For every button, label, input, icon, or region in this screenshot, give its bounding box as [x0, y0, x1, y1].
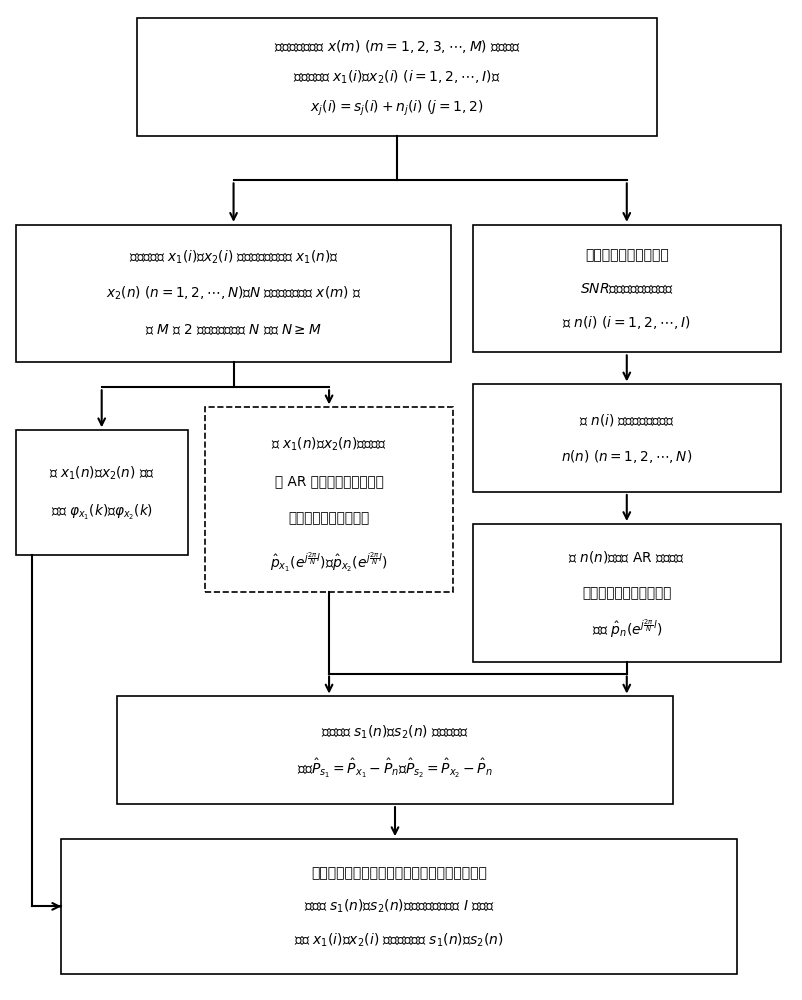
Text: 得到 $x_1(i)$、$x_2(i)$ 去噪后的信号 $s_1(n)$、$s_2(n)$: 得到 $x_1(i)$、$x_2(i)$ 去噪后的信号 $s_1(n)$、$s_… — [294, 931, 504, 949]
FancyBboxPatch shape — [205, 407, 453, 592]
Text: $\hat{p}_{x_1}(e^{j\frac{2\pi}{N}l})$、$\hat{p}_{x_2}(e^{j\frac{2\pi}{N}l})$: $\hat{p}_{x_1}(e^{j\frac{2\pi}{N}l})$、$\… — [270, 551, 388, 574]
Text: 密度 $\hat{p}_n(e^{j\frac{2\pi}{N}l})$: 密度 $\hat{p}_n(e^{j\frac{2\pi}{N}l})$ — [592, 618, 662, 640]
Text: 计，$\hat{P}_{s_1}=\hat{P}_{x_1}-\hat{P}_n$、$\hat{P}_{s_2}=\hat{P}_{x_2}-\hat{P}_n: 计，$\hat{P}_{s_1}=\hat{P}_{x_1}-\hat{P}_n… — [297, 757, 493, 780]
Text: 计算信号 $s_1(n)$、$s_2(n)$ 的功率谱估: 计算信号 $s_1(n)$、$s_2(n)$ 的功率谱估 — [321, 724, 469, 741]
Text: 分别给信号 $x_1(i)$、$x_2(i)$ 补零，得到新信号 $x_1(n)$、: 分别给信号 $x_1(i)$、$x_2(i)$ 补零，得到新信号 $x_1(n)… — [129, 249, 338, 266]
Text: 位谱 $\varphi_{x_1}(k)$、$\varphi_{x_2}(k)$: 位谱 $\varphi_{x_1}(k)$、$\varphi_{x_2}(k)$ — [51, 502, 152, 522]
Text: $x_j(i)=s_j(i)+n_j(i)$ $(j=1,2)$: $x_j(i)=s_j(i)+n_j(i)$ $(j=1,2)$ — [310, 98, 484, 118]
FancyBboxPatch shape — [61, 839, 737, 974]
FancyBboxPatch shape — [473, 524, 780, 662]
Text: 相同的两段 $x_1(i)$、$x_2(i)$ $(i=1,2,\cdots,I)$，: 相同的两段 $x_1(i)$、$x_2(i)$ $(i=1,2,\cdots,I… — [294, 68, 500, 86]
Text: 给 $n(i)$ 补零，得到新信号: 给 $n(i)$ 补零，得到新信号 — [579, 412, 674, 428]
Text: 计算它们的功率谱密度: 计算它们的功率谱密度 — [289, 511, 370, 525]
FancyBboxPatch shape — [473, 384, 780, 492]
Text: 立 AR 模型，求模型参数，: 立 AR 模型，求模型参数， — [274, 474, 383, 488]
Text: $n(n)$ $(n=1,2,\cdots,N)$: $n(n)$ $(n=1,2,\cdots,N)$ — [561, 448, 692, 465]
FancyBboxPatch shape — [117, 696, 673, 804]
Text: 对 $n(n)$，建立 AR 模型，求: 对 $n(n)$，建立 AR 模型，求 — [569, 549, 685, 565]
Text: 声 $n(i)$ $(i=1,2,\cdots,I)$: 声 $n(i)$ $(i=1,2,\cdots,I)$ — [562, 314, 691, 331]
Text: 模型参数，计算其功率谱: 模型参数，计算其功率谱 — [582, 586, 671, 600]
Text: 求 $x_1(n)$、$x_2(n)$ 的相: 求 $x_1(n)$、$x_2(n)$ 的相 — [49, 464, 155, 482]
Text: 计算信号的功率信噪比: 计算信号的功率信噪比 — [585, 248, 669, 262]
Text: $SNR$，设计伪高斯随机噪: $SNR$，设计伪高斯随机噪 — [580, 281, 674, 296]
Text: $x_2(n)$ $(n=1,2,\cdots,N)$，$N$ 为最接近原信号 $x(m)$ 长: $x_2(n)$ $(n=1,2,\cdots,N)$，$N$ 为最接近原信号 … — [106, 285, 361, 302]
Text: 对 $x_1(n)$、$x_2(n)$，分别建: 对 $x_1(n)$、$x_2(n)$，分别建 — [271, 435, 387, 453]
FancyBboxPatch shape — [16, 430, 188, 555]
Text: 度 $M$ 的 2 的整数次方，且 $N$ 满足 $N\geq M$: 度 $M$ 的 2 的整数次方，且 $N$ 满足 $N\geq M$ — [145, 322, 322, 337]
Text: 将采集到的信号 $x(m)$ $(m=1,2,3,\cdots,M)$ 分为长度: 将采集到的信号 $x(m)$ $(m=1,2,3,\cdots,M)$ 分为长度 — [273, 38, 520, 55]
FancyBboxPatch shape — [473, 225, 780, 352]
FancyBboxPatch shape — [16, 225, 452, 362]
FancyBboxPatch shape — [137, 18, 657, 136]
Text: 搏信号 $s_1(n)$、$s_2(n)$，分别取信号的前 $I$ 个值，: 搏信号 $s_1(n)$、$s_2(n)$，分别取信号的前 $I$ 个值， — [303, 898, 495, 915]
Text: 信号的功率谱估计结合相位谱，变换得到时域脉: 信号的功率谱估计结合相位谱，变换得到时域脉 — [311, 866, 487, 880]
